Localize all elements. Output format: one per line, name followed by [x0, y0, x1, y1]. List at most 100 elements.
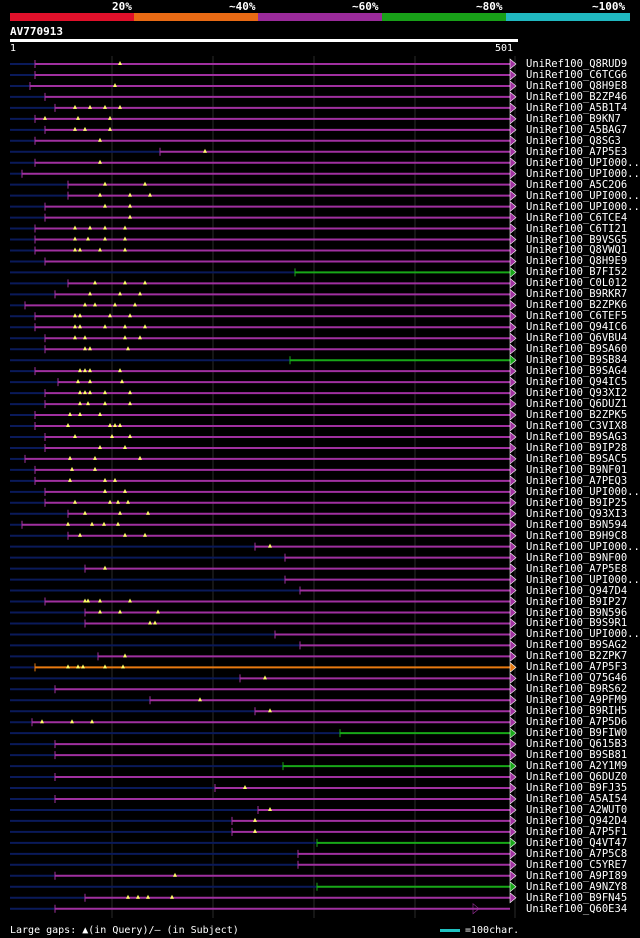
hit-label[interactable]: UniRef100_A5BAG7 [526, 123, 628, 136]
query-gap-marker [93, 280, 97, 285]
hit-label[interactable]: UniRef100_B9RKR7 [526, 288, 628, 301]
hit-row [10, 519, 517, 531]
hit-label[interactable]: UniRef100_A7P5E3 [526, 145, 628, 158]
hit-label[interactable]: UniRef100_B9IP25 [526, 496, 628, 509]
alignment-end-arrow [509, 442, 517, 454]
hit-label[interactable]: UniRef100_Q75G46 [526, 672, 628, 685]
hit-label[interactable]: UniRef100_Q947D4 [526, 584, 628, 597]
hit-label[interactable]: UniRef100_B9SA60 [526, 343, 628, 356]
hit-label[interactable]: UniRef100_A5C2O6 [526, 178, 628, 191]
hit-label[interactable]: UniRef100_A7P5E8 [526, 562, 628, 575]
hit-label[interactable]: UniRef100_A7P5C8 [526, 847, 628, 860]
query-gap-marker [121, 664, 125, 669]
hit-label[interactable]: UniRef100_B9N596 [526, 606, 628, 619]
hit-label[interactable]: UniRef100_B9SB81 [526, 749, 628, 762]
hit-label[interactable]: UniRef100_B7FI52 [526, 266, 628, 279]
hit-label[interactable]: UniRef100_A7P5D6 [526, 716, 628, 729]
hit-label[interactable]: UniRef100_B2ZPK6 [526, 299, 628, 312]
hit-label[interactable]: UniRef100_Q8SG3 [526, 134, 621, 147]
hit-label[interactable]: UniRef100_A7PEQ3 [526, 474, 628, 487]
hit-label[interactable]: UniRef100_B9SAG4 [526, 365, 628, 378]
query-gap-marker [138, 455, 142, 460]
hit-label[interactable]: UniRef100_B9NF01 [526, 463, 628, 476]
hit-label[interactable]: UniRef100_UPI000.. [526, 156, 640, 169]
hit-label[interactable]: UniRef100_UPI000.. [526, 628, 640, 641]
hit-label[interactable]: UniRef100_Q8RUD9 [526, 58, 628, 70]
hit-label[interactable]: UniRef100_A5B1T4 [526, 101, 628, 114]
hit-label[interactable]: UniRef100_B9S9R1 [526, 617, 628, 630]
alignment-end-arrow [509, 398, 517, 410]
hit-label[interactable]: UniRef100_C0L012 [526, 277, 628, 290]
hit-label[interactable]: UniRef100_B2ZP46 [526, 90, 628, 103]
alignment-end-arrow [509, 584, 517, 597]
hit-label[interactable]: UniRef100_C5YRE7 [526, 858, 628, 871]
hit-label[interactable]: UniRef100_B9N594 [526, 518, 628, 531]
alignment-end-arrow [509, 387, 517, 399]
hit-label[interactable]: UniRef100_UPI000.. [526, 540, 640, 553]
alignment-end-arrow [509, 146, 517, 158]
alignment-end-arrow [509, 288, 517, 301]
hit-label[interactable]: UniRef100_A2WUT0 [526, 803, 628, 816]
hit-label[interactable]: UniRef100_B9SB84 [526, 354, 628, 367]
hit-label[interactable]: UniRef100_C6TI21 [526, 222, 628, 235]
hit-label[interactable]: UniRef100_B9SAG3 [526, 430, 628, 443]
hit-label[interactable]: UniRef100_C6TCG6 [526, 68, 628, 81]
query-gap-marker [83, 302, 87, 307]
query-gap-marker [170, 894, 174, 899]
hit-label[interactable]: UniRef100_C6TCE4 [526, 211, 628, 224]
hit-label[interactable]: UniRef100_B9RS62 [526, 683, 628, 696]
hit-row [10, 277, 517, 290]
hit-label[interactable]: UniRef100_B2ZPK7 [526, 650, 628, 663]
hit-label[interactable]: UniRef100_B9SAG2 [526, 639, 628, 652]
hit-label[interactable]: UniRef100_B9IP28 [526, 441, 628, 454]
hit-label[interactable]: UniRef100_Q6VBU4 [526, 332, 628, 345]
hit-label[interactable]: UniRef100_Q4VT47 [526, 836, 628, 849]
hit-label[interactable]: UniRef100_Q93XI3 [526, 507, 628, 520]
hit-row [10, 661, 517, 673]
hit-label[interactable]: UniRef100_Q93XI2 [526, 387, 628, 400]
alignment-end-arrow [509, 497, 517, 509]
hit-label[interactable]: UniRef100_B9FIW0 [526, 727, 628, 740]
hit-label[interactable]: UniRef100_Q6DUZ1 [526, 398, 628, 411]
query-gap-marker [78, 401, 82, 406]
hit-label[interactable]: UniRef100_Q60E34 [526, 902, 628, 915]
hit-label[interactable]: UniRef100_Q6DUZ0 [526, 771, 628, 784]
query-gap-marker [128, 598, 132, 603]
hit-row [10, 705, 517, 717]
hit-label[interactable]: UniRef100_UPI000.. [526, 200, 640, 213]
hit-label[interactable]: UniRef100_B9VSG5 [526, 233, 628, 246]
hit-label[interactable]: UniRef100_Q8H9E9 [526, 255, 628, 268]
legend-segment [10, 13, 134, 21]
query-gap-marker [78, 412, 82, 417]
query-gap-marker [76, 379, 80, 384]
hit-label[interactable]: UniRef100_UPI000.. [526, 485, 640, 498]
hit-label[interactable]: UniRef100_B9KN7 [526, 112, 621, 125]
hit-label[interactable]: UniRef100_A9PFM9 [526, 694, 628, 707]
hit-label[interactable]: UniRef100_UPI000.. [526, 573, 640, 586]
hit-label[interactable]: UniRef100_A5AI54 [526, 792, 628, 805]
hit-label[interactable]: UniRef100_B9H9C8 [526, 529, 628, 542]
hit-label[interactable]: UniRef100_A7P5F3 [526, 661, 628, 674]
hit-label[interactable]: UniRef100_B9FN45 [526, 891, 628, 904]
hit-label[interactable]: UniRef100_C6TEF5 [526, 310, 628, 323]
hit-label[interactable]: UniRef100_Q94IC6 [526, 321, 628, 334]
hit-label[interactable]: UniRef100_A2Y1M9 [526, 760, 628, 773]
hit-label[interactable]: UniRef100_UPI000.. [526, 167, 640, 180]
hit-label[interactable]: UniRef100_A9NZY8 [526, 880, 628, 893]
hit-label[interactable]: UniRef100_UPI000.. [526, 189, 640, 202]
hit-label[interactable]: UniRef100_B9NF00 [526, 551, 628, 564]
hit-label[interactable]: UniRef100_Q8VWQ1 [526, 244, 628, 257]
hit-label[interactable]: UniRef100_Q615B3 [526, 738, 628, 751]
hit-label[interactable]: UniRef100_Q8H9E8 [526, 79, 628, 92]
hit-label[interactable]: UniRef100_B9RIH5 [526, 705, 628, 718]
hit-label[interactable]: UniRef100_C3VIX8 [526, 420, 628, 432]
hit-label[interactable]: UniRef100_B9IP27 [526, 595, 628, 608]
hit-label[interactable]: UniRef100_B9FJ35 [526, 782, 628, 795]
hit-label[interactable]: UniRef100_B2ZPK5 [526, 409, 628, 422]
hit-label[interactable]: UniRef100_Q942D4 [526, 814, 628, 827]
hit-label[interactable]: UniRef100_A9PI89 [526, 869, 628, 882]
query-gap-marker [128, 433, 132, 438]
hit-label[interactable]: UniRef100_B9SAC5 [526, 452, 628, 465]
hit-label[interactable]: UniRef100_A7P5F1 [526, 825, 628, 838]
hit-label[interactable]: UniRef100_Q94IC5 [526, 376, 628, 389]
